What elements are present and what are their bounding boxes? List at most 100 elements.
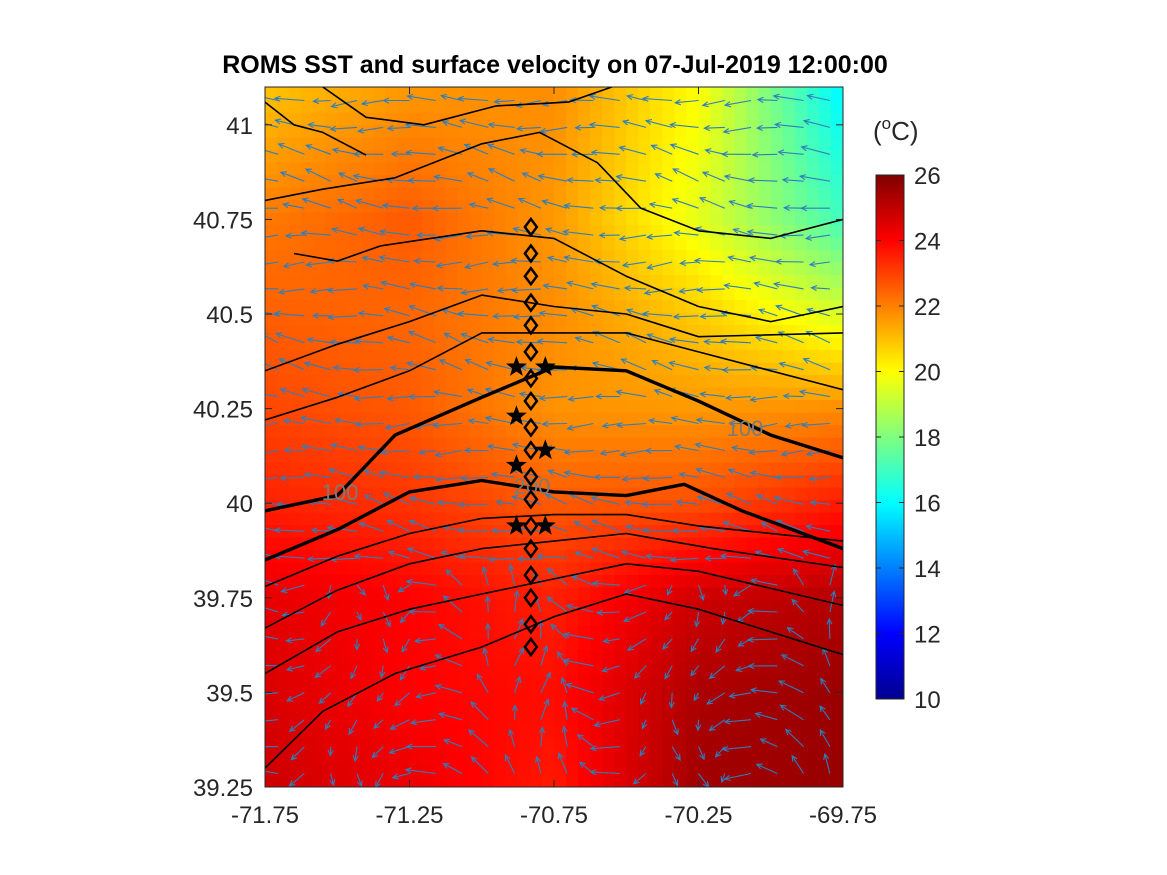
- sst-cell: [758, 99, 772, 113]
- sst-cell: [505, 137, 519, 151]
- sst-cell: [722, 599, 736, 613]
- sst-cell: [385, 599, 399, 613]
- velocity-arrow: [457, 95, 489, 102]
- sst-cell: [554, 412, 567, 426]
- velocity-arrow: [749, 687, 778, 694]
- velocity-arrow: [595, 393, 620, 400]
- sst-cell: [397, 449, 411, 463]
- sst-cell: [578, 612, 591, 626]
- sst-cell: [445, 437, 459, 451]
- velocity-arrow: [265, 288, 279, 290]
- sst-cell: [626, 224, 639, 238]
- velocity-arrow: [538, 726, 546, 747]
- sst-cell: [313, 737, 326, 751]
- sst-cell: [421, 649, 435, 663]
- velocity-arrow: [719, 338, 752, 345]
- sst-cell: [325, 137, 338, 151]
- velocity-arrow: [265, 149, 279, 155]
- station-markers: [506, 216, 556, 658]
- sst-cell: [626, 399, 639, 413]
- sst-cell: [554, 424, 567, 438]
- velocity-arrow: [590, 495, 620, 505]
- sst-cell: [566, 562, 579, 576]
- sst-cell: [301, 312, 314, 326]
- sst-cell: [638, 274, 651, 288]
- sst-cell: [409, 374, 423, 388]
- sst-cell: [626, 212, 639, 226]
- isobath-line: [265, 562, 843, 675]
- velocity-arrow: [720, 611, 727, 626]
- sst-cell: [469, 87, 483, 101]
- sst-cell: [505, 749, 519, 763]
- isobath-line: [265, 294, 843, 372]
- velocity-arrow: [355, 611, 362, 621]
- sst-cell: [313, 299, 326, 313]
- sst-cell: [566, 387, 579, 401]
- sst-cell: [566, 437, 579, 451]
- sst-cell: [782, 274, 796, 288]
- velocity-arrow: [664, 611, 673, 621]
- sst-cell: [361, 412, 374, 426]
- sst-cell: [373, 574, 387, 588]
- sst-cell: [818, 187, 832, 201]
- sst-cell: [277, 724, 290, 738]
- sst-cell: [722, 662, 736, 676]
- sst-cell: [337, 499, 350, 513]
- sst-cell: [469, 712, 483, 726]
- sst-cell: [674, 112, 688, 126]
- sst-cell: [277, 687, 290, 701]
- sst-cell: [602, 649, 615, 663]
- sst-cell: [313, 724, 326, 738]
- sst-cell: [505, 637, 519, 651]
- sst-cell: [578, 137, 591, 151]
- sst-cell: [445, 249, 459, 263]
- sst-cell: [361, 399, 374, 413]
- sst-cell: [337, 374, 350, 388]
- sst-cell: [626, 512, 639, 526]
- sst-cell: [541, 387, 555, 401]
- sst-cell: [469, 549, 483, 563]
- sst-cell: [277, 337, 290, 351]
- sst-cell: [457, 574, 471, 588]
- sst-cell: [662, 174, 676, 188]
- velocity-arrow: [511, 704, 518, 720]
- sst-cell: [758, 687, 772, 701]
- sst-cell: [674, 649, 688, 663]
- sst-cell: [722, 137, 736, 151]
- sst-cell: [662, 687, 676, 701]
- sst-cell: [457, 274, 471, 288]
- sst-cell: [409, 162, 423, 176]
- sst-cell: [481, 449, 495, 463]
- sst-cell: [818, 649, 832, 663]
- station-star: [534, 356, 556, 376]
- sst-cell: [674, 374, 688, 388]
- sst-cell: [373, 199, 387, 213]
- sst-cell: [614, 437, 627, 451]
- velocity-arrow: [695, 467, 725, 478]
- sst-cell: [638, 537, 651, 551]
- sst-cell: [650, 499, 663, 513]
- sst-cell: [782, 449, 796, 463]
- sst-cell: [698, 337, 712, 351]
- sst-cell: [566, 774, 579, 787]
- sst-cell: [674, 462, 688, 476]
- sst-cell: [277, 562, 290, 576]
- velocity-arrow: [829, 563, 837, 586]
- sst-cell: [481, 687, 495, 701]
- sst-cell: [746, 737, 760, 751]
- velocity-arrow: [418, 448, 436, 456]
- sst-cell: [505, 599, 519, 613]
- sst-cell: [289, 149, 302, 163]
- sst-cell: [313, 649, 326, 663]
- velocity-arrow: [723, 772, 752, 782]
- sst-cell: [313, 749, 326, 763]
- sst-cell: [325, 274, 338, 288]
- sst-cell: [277, 249, 290, 263]
- sst-cell: [481, 137, 495, 151]
- sst-cell: [794, 499, 808, 513]
- velocity-arrow: [593, 719, 620, 728]
- sst-cell: [650, 599, 663, 613]
- sst-cell: [554, 687, 567, 701]
- sst-cell: [289, 212, 302, 226]
- sst-cell: [734, 324, 748, 338]
